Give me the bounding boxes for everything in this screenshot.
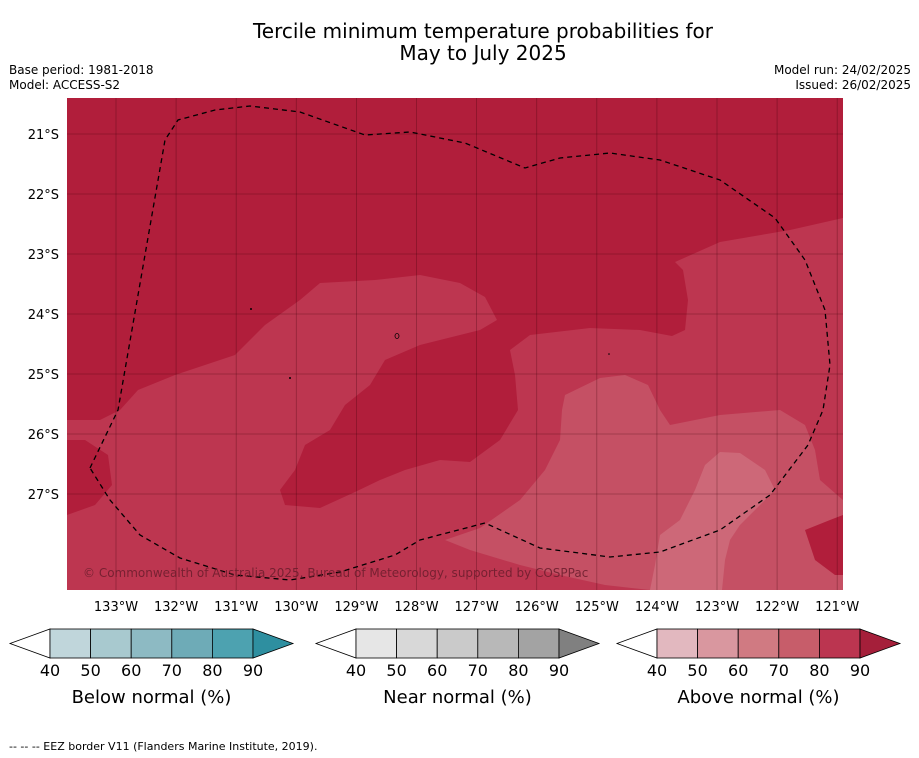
colorbar-low-extension: [8, 628, 51, 659]
colorbar-label: Near normal (%): [383, 687, 532, 708]
map-plot-area: [67, 98, 843, 590]
colorbar-tick-label: 90: [549, 661, 569, 680]
y-tick-label: 22°S: [28, 188, 59, 203]
colorbar-high-extension: [859, 628, 902, 659]
y-tick-label: 24°S: [28, 308, 59, 323]
y-tick-label: 23°S: [28, 248, 59, 263]
colorbar-tick-label: 60: [121, 661, 141, 680]
colorbar-tick-label: 50: [80, 661, 100, 680]
model-name: Model: ACCESS-S2: [9, 78, 121, 92]
colorbar-high-extension: [558, 628, 601, 659]
x-tick-label: 121°W: [815, 600, 859, 615]
x-tick-label: 128°W: [394, 600, 438, 615]
model-run: Model run: 24/02/2025: [773, 63, 911, 77]
colorbar-segment: [130, 628, 173, 659]
x-tick-label: 133°W: [94, 600, 138, 615]
colorbar-tick-label: 60: [728, 661, 748, 680]
colorbar-label: Above normal (%): [677, 687, 839, 708]
y-tick-label: 25°S: [28, 368, 59, 383]
colorbar-tick-label: 40: [40, 661, 60, 680]
colorbar-tick-label: 50: [687, 661, 707, 680]
colorbar-segment: [396, 628, 438, 659]
colorbar-segment: [355, 628, 397, 659]
colorbar-tick-label: 80: [202, 661, 222, 680]
base-period: Base period: 1981-2018: [9, 63, 154, 77]
colorbar-tick-label: 90: [850, 661, 870, 680]
colorbar-segment: [518, 628, 560, 659]
y-axis-ticks: 21°S 22°S 23°S 24°S 25°S 26°S 27°S: [28, 128, 59, 503]
colorbar-segment: [778, 628, 820, 659]
colorbar-3: 40 50 60 70 80 90 Above normal (%): [615, 628, 902, 708]
colorbar-segment: [171, 628, 213, 659]
colorbar-tick-label: 70: [162, 661, 182, 680]
colorbar-segment: [436, 628, 479, 659]
colorbar-high-extension: [252, 628, 295, 659]
colorbar-tick-label: 70: [769, 661, 789, 680]
colorbar-segment: [819, 628, 861, 659]
issued-date: Issued: 26/02/2025: [795, 78, 911, 92]
x-tick-label: 125°W: [575, 600, 619, 615]
y-tick-label: 27°S: [28, 488, 59, 503]
title-line-1: Tercile minimum temperature probabilitie…: [252, 19, 714, 43]
x-tick-label: 130°W: [274, 600, 318, 615]
title-line-2: May to July 2025: [399, 41, 567, 65]
meta-right: Model run: 24/02/2025 Issued: 26/02/2025: [774, 63, 911, 93]
x-tick-label: 129°W: [334, 600, 378, 615]
legend-colorbars: 40 50 60 70 80 90 Below normal (%) 40 50 60 70 80 90…: [8, 628, 902, 708]
x-tick-label: 122°W: [755, 600, 799, 615]
map-gridlines: [67, 98, 843, 590]
colorbar-tick-label: 50: [386, 661, 406, 680]
colorbar-low-extension: [314, 628, 357, 659]
contour-band-70: [445, 375, 843, 590]
copyright-credit: © Commonwealth of Australia 2025, Bureau…: [83, 566, 589, 580]
x-tick-label: 131°W: [214, 600, 258, 615]
colorbar-tick-label: 40: [346, 661, 366, 680]
eez-border: [89, 105, 831, 581]
colorbar-tick-label: 60: [427, 661, 447, 680]
x-tick-label: 123°W: [695, 600, 739, 615]
colorbar-tick-label: 90: [243, 661, 263, 680]
chart-title: Tercile minimum temperature probabilitie…: [0, 20, 919, 64]
colorbar-tick-label: 40: [647, 661, 667, 680]
colorbar-tick-label: 80: [508, 661, 528, 680]
colorbar-segment: [656, 628, 698, 659]
colorbar-tick-label: 80: [809, 661, 829, 680]
colorbar-tick-label: 70: [468, 661, 488, 680]
colorbar-segment: [211, 628, 254, 659]
colorbar-segment: [737, 628, 780, 659]
colorbar-low-extension: [615, 628, 658, 659]
colorbar-1: 40 50 60 70 80 90 Below normal (%): [8, 628, 295, 708]
x-tick-label: 124°W: [635, 600, 679, 615]
island-markers: [250, 308, 610, 379]
eez-footnote: -- -- -- EEZ border V11 (Flanders Marine…: [9, 740, 318, 753]
colorbar-segment: [697, 628, 739, 659]
colorbar-segment: [90, 628, 132, 659]
x-tick-label: 127°W: [455, 600, 499, 615]
contour-band-80-southeast: [805, 515, 843, 575]
colorbar-2: 40 50 60 70 80 90 Near normal (%): [314, 628, 601, 708]
colorbar-label: Below normal (%): [72, 687, 232, 708]
colorbar-segment: [477, 628, 519, 659]
x-axis-ticks: 133°W 132°W 131°W 130°W 129°W 128°W 127°W 126°W…: [94, 600, 860, 615]
meta-left: Base period: 1981-2018 Model: ACCESS-S2: [9, 63, 154, 93]
colorbar-segment: [49, 628, 91, 659]
x-tick-label: 132°W: [154, 600, 198, 615]
contour-band-60: [650, 452, 775, 590]
y-tick-label: 21°S: [28, 128, 59, 143]
x-tick-label: 126°W: [515, 600, 559, 615]
y-tick-label: 26°S: [28, 428, 59, 443]
